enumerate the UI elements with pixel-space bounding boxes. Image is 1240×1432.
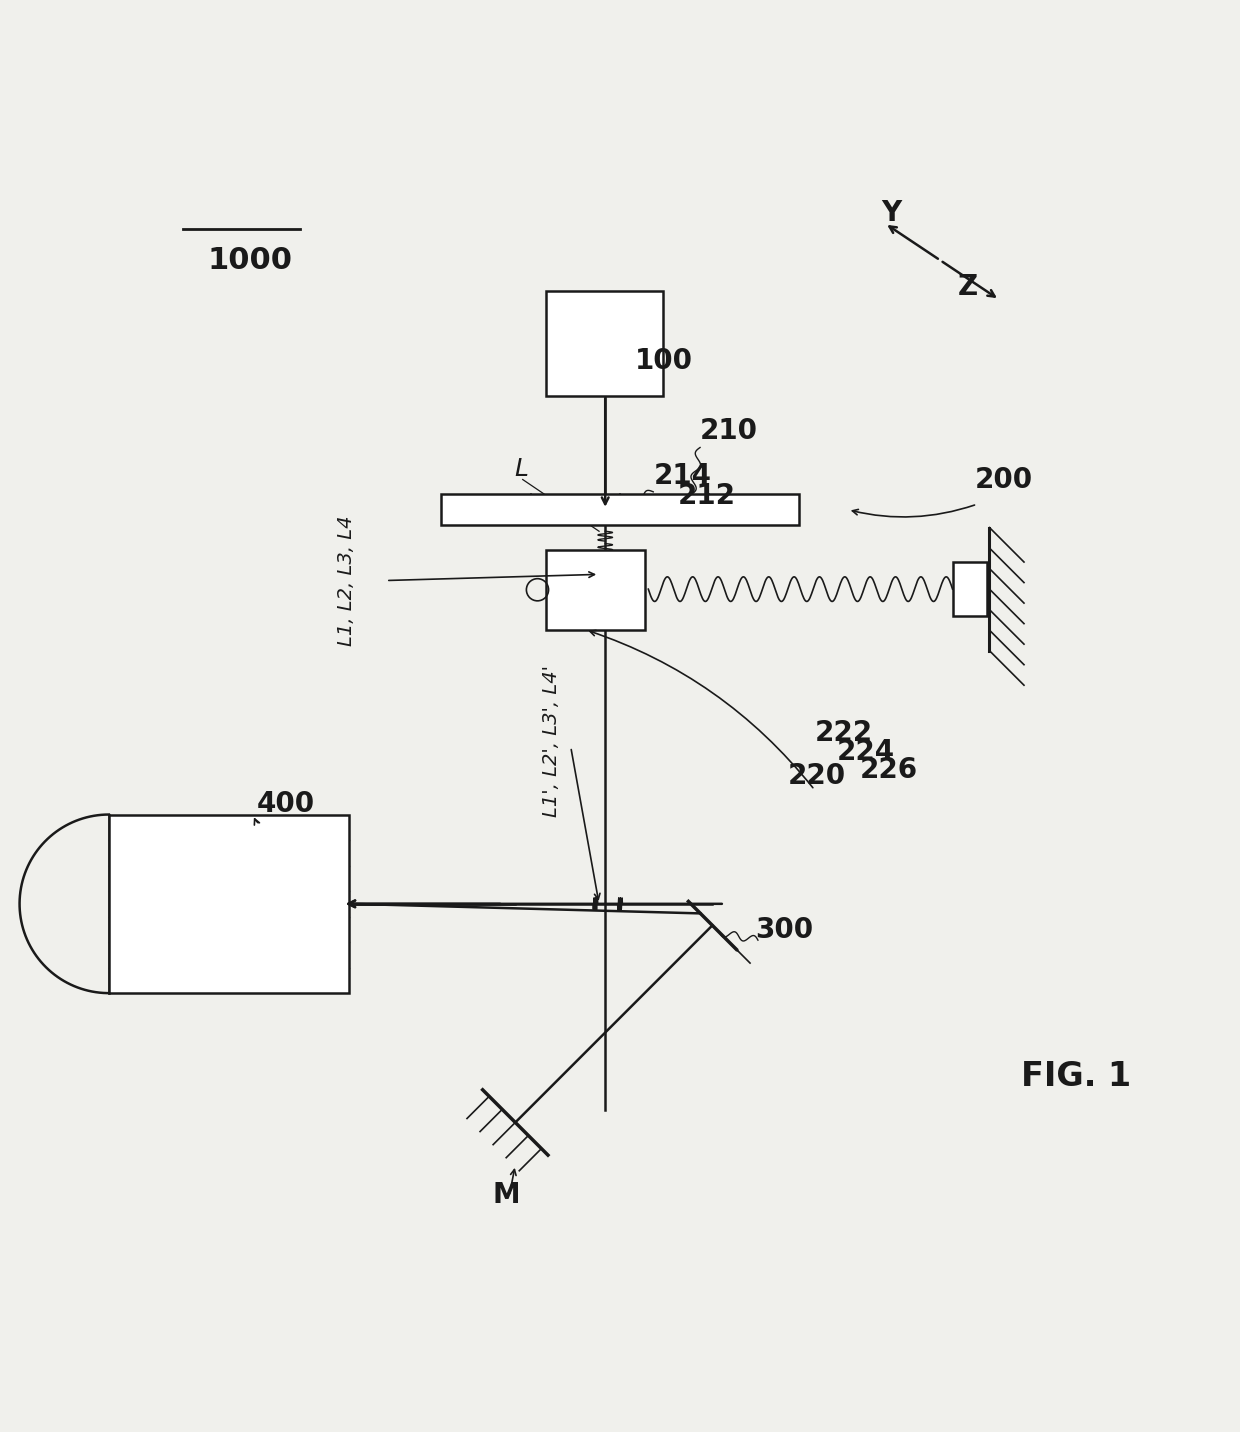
Text: 212: 212	[678, 483, 735, 510]
Text: 224: 224	[837, 739, 895, 766]
Text: 300: 300	[755, 915, 813, 944]
Text: Y: Y	[880, 199, 901, 226]
Text: 200: 200	[975, 467, 1033, 494]
Bar	[109, 815, 348, 994]
Text: L: L	[515, 457, 528, 481]
Text: M: M	[492, 1180, 521, 1209]
Text: 214: 214	[653, 463, 712, 490]
Text: 210: 210	[701, 417, 758, 445]
Text: 222: 222	[815, 719, 873, 746]
Text: 226: 226	[861, 756, 919, 783]
Text: 400: 400	[257, 790, 315, 818]
Text: L1, L2, L3, L4: L1, L2, L3, L4	[337, 516, 356, 646]
Text: L1', L2', L3', L4': L1', L2', L3', L4'	[542, 664, 560, 816]
Text: 100: 100	[635, 347, 693, 375]
Text: 220: 220	[787, 762, 846, 789]
Bar	[546, 550, 645, 630]
Text: Z: Z	[957, 272, 977, 301]
Bar	[441, 494, 799, 526]
Text: FIG. 1: FIG. 1	[1021, 1060, 1131, 1093]
Bar	[546, 291, 663, 395]
Text: 1000: 1000	[208, 246, 293, 275]
Bar	[952, 561, 987, 616]
